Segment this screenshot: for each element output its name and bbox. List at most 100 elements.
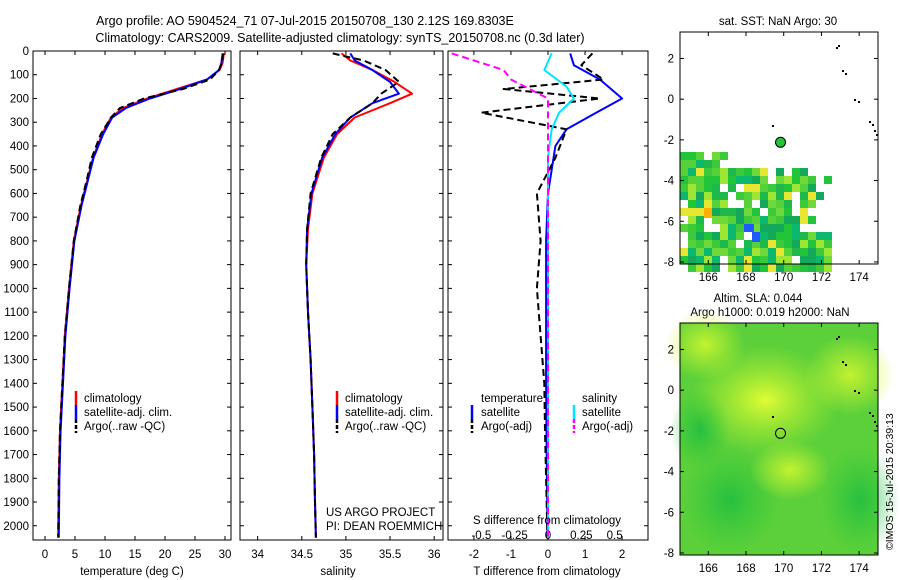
sst-pixel <box>728 248 736 256</box>
sst-pixel <box>816 240 824 248</box>
x-tick-label: 25 <box>189 549 202 561</box>
x-tick-label: 35.5 <box>379 549 401 561</box>
sst-pixel <box>800 184 808 192</box>
difference-y-ticks <box>448 50 648 527</box>
sst-pixel <box>752 184 760 192</box>
sst-pixel <box>728 240 736 248</box>
salinity-y-ticks <box>240 50 443 527</box>
argo-float-marker-sst <box>775 136 787 148</box>
sst-pixel <box>720 216 728 224</box>
sst-pixel <box>808 216 816 224</box>
sst-pixel <box>680 160 688 168</box>
s-diff-tick-label: 0.25 <box>570 530 592 542</box>
series-line-t-satellite <box>545 53 624 538</box>
temperature-series <box>57 53 225 538</box>
sst-pixel <box>752 224 760 232</box>
depth-tick-label: 1100 <box>4 307 29 319</box>
sst-pixel <box>696 216 704 224</box>
sst-pixel <box>688 160 696 168</box>
sst-pixel <box>688 248 696 256</box>
series-line-climatology <box>305 52 414 538</box>
sst-pixel <box>768 248 776 256</box>
x-tick-label: 20 <box>159 549 172 561</box>
x-tick-label: 34 <box>251 549 264 561</box>
sst-pixel <box>808 264 816 272</box>
coastline-speck <box>876 425 878 427</box>
sst-pixel <box>784 232 792 240</box>
depth-tick-label: 1700 <box>3 450 29 462</box>
sst-pixel <box>680 168 688 176</box>
sst-pixel <box>768 224 776 232</box>
sst-pixel <box>784 216 792 224</box>
coastline-speck <box>772 125 774 127</box>
sst-pixel <box>712 200 720 208</box>
sst-pixel <box>824 256 832 264</box>
sst-pixel <box>760 248 768 256</box>
sst-pixel <box>776 216 784 224</box>
x-tick-label: -1 <box>506 549 516 561</box>
sst-pixel <box>784 192 792 200</box>
sst-pixel <box>776 184 784 192</box>
sst-data-pixels <box>680 152 832 272</box>
sst-pixel <box>760 240 768 248</box>
argo-float-marker-sla <box>775 427 787 439</box>
sst-pixel <box>800 248 808 256</box>
coastline-speck <box>842 361 844 363</box>
coastline-speck <box>838 336 840 338</box>
series-line-satellite <box>305 52 400 538</box>
map-x-tick-label: 166 <box>699 272 718 284</box>
sst-pixel <box>808 248 816 256</box>
sst-pixel <box>712 160 720 168</box>
series-line-satellite <box>57 53 224 538</box>
map-y-tick-label: -6 <box>664 216 674 228</box>
coastline-speck <box>872 124 874 126</box>
credit-project: US ARGO PROJECT <box>326 507 435 519</box>
sst-pixel <box>824 176 832 184</box>
coastline-speck <box>838 45 840 47</box>
sst-pixel <box>736 248 744 256</box>
sst-pixel <box>760 232 768 240</box>
sst-pixel <box>752 168 760 176</box>
sst-pixel <box>704 240 712 248</box>
depth-tick-label: 900 <box>10 260 29 272</box>
legend-label-s-satellite: satellite <box>582 407 621 419</box>
sst-pixel <box>712 168 720 176</box>
sst-pixel <box>712 208 720 216</box>
sst-pixel <box>824 248 832 256</box>
sst-pixel <box>808 232 816 240</box>
x-tick-label: 0 <box>545 549 551 561</box>
sla-field <box>665 310 900 555</box>
x-tick-label: 30 <box>219 549 232 561</box>
sst-pixel <box>720 232 728 240</box>
sst-pixel <box>688 200 696 208</box>
sst-pixel <box>688 168 696 176</box>
sst-pixel <box>800 168 808 176</box>
temperature-profile-panel: 0100200300400500600700800900100011001200… <box>3 46 232 578</box>
sst-pixel <box>816 192 824 200</box>
sst-pixel <box>736 224 744 232</box>
sst-pixel <box>776 192 784 200</box>
sst-pixel <box>744 192 752 200</box>
sst-pixel <box>808 256 816 264</box>
sst-pixel <box>696 184 704 192</box>
depth-tick-label: 800 <box>10 236 29 248</box>
sst-pixel <box>704 208 712 218</box>
sst-pixel <box>696 224 704 232</box>
sst-pixel <box>712 152 720 160</box>
sst-pixel <box>792 224 800 232</box>
legend-label-t-satellite: satellite <box>481 407 520 419</box>
s-difference-axis-label: S difference from climatology <box>473 515 621 527</box>
sst-pixel <box>728 264 736 272</box>
credit-pi: PI: DEAN ROEMMICH <box>326 521 442 533</box>
sst-pixel <box>680 248 688 256</box>
coastline-speck <box>858 392 860 394</box>
sst-pixel <box>824 240 832 248</box>
sst-pixel <box>824 232 832 240</box>
sst-pixel <box>688 232 696 240</box>
sst-pixel <box>704 184 712 192</box>
coastline-speck <box>872 415 874 417</box>
sst-pixel <box>784 224 792 232</box>
sst-pixel <box>760 176 768 184</box>
series-line-argo <box>57 53 225 538</box>
sst-pixel <box>696 264 704 272</box>
